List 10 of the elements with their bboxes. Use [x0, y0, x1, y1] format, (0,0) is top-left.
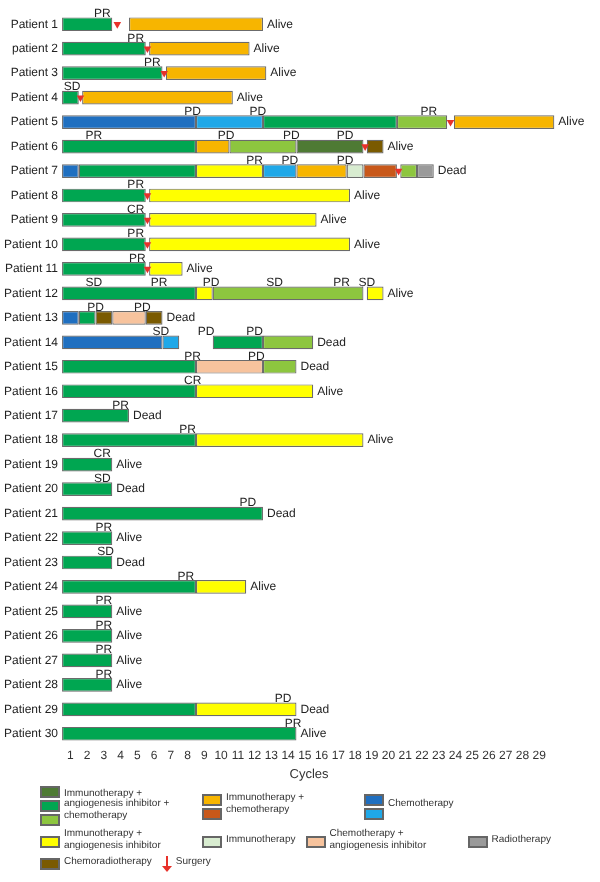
point — [143, 217, 152, 225]
point — [143, 193, 152, 200]
point — [143, 266, 152, 274]
point — [446, 119, 455, 127]
point — [113, 22, 122, 29]
point — [76, 95, 85, 103]
point — [160, 70, 168, 78]
point — [143, 242, 152, 249]
point — [361, 144, 369, 151]
point — [394, 168, 403, 176]
